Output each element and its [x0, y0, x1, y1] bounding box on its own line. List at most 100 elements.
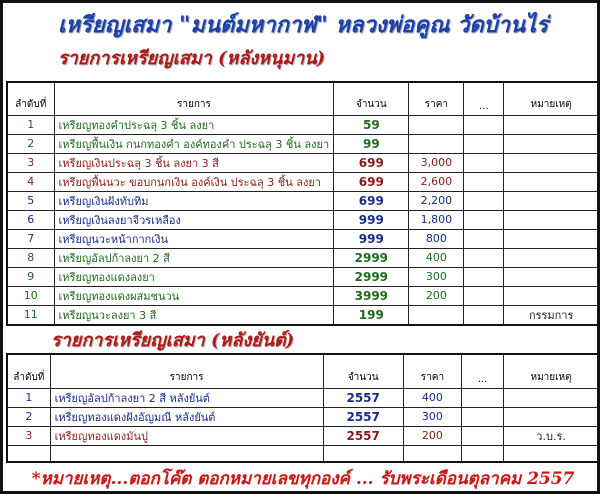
table-row: 8 เหรียญอัลปก้าลงยา 2 สี 2999 400	[6, 247, 600, 268]
cell-qty: 699	[333, 152, 410, 173]
header-col-item: รายการ	[49, 353, 324, 389]
cell-no: 1	[6, 114, 55, 135]
cell-item: เหรียญอัลปก้าลงยา 2 สี	[53, 247, 335, 268]
table-row: 4 เหรียญพื้นนวะ ขอบกนกเงิน องค์เงิน ประฉล…	[6, 171, 600, 192]
cell-no: 8	[6, 247, 55, 268]
cell-no: 11	[6, 304, 55, 325]
cell-price: 300	[408, 266, 465, 287]
header-col-note: หมายเหตุ	[503, 353, 600, 389]
cell-price: 300	[402, 406, 463, 427]
cell-qty: 2557	[322, 406, 404, 427]
cell-qty: 699	[333, 190, 410, 211]
cell-extra	[463, 114, 505, 135]
table-row: 1 เหรียญทองคำประฉลุ 3 ชิ้น ลงยา 59	[6, 114, 600, 135]
cell-qty: 2999	[333, 247, 410, 268]
cell-price: 200	[402, 425, 463, 446]
cell-qty: 2557	[322, 387, 404, 408]
cell-item: เหรียญทองแดงลงยา	[53, 266, 335, 287]
cell-qty: 699	[333, 171, 410, 192]
cell-qty: 2999	[333, 266, 410, 287]
cell-extra	[463, 152, 505, 173]
cell-qty: 199	[333, 304, 410, 325]
header-col-note: หมายเหตุ	[503, 81, 600, 116]
cell-price	[408, 304, 465, 325]
cell-no: 4	[6, 171, 55, 192]
cell-note	[503, 406, 600, 427]
section1-heading: รายการเหรียญเสมา (หลังหนุมาน)	[58, 48, 326, 69]
page-title: เหรียญเสมา "มนต์มหากาฬ" หลวงพ่อคูณ วัดบ้…	[58, 12, 548, 38]
cell-no: 5	[6, 190, 55, 211]
cell-note	[503, 228, 600, 249]
cell-no: 3	[6, 152, 55, 173]
cell-qty: 3999	[333, 285, 410, 306]
cell-no: 10	[6, 285, 55, 306]
cell-extra	[461, 406, 505, 427]
cell-extra	[463, 247, 505, 268]
table-row: 10 เหรียญทองแดงผสมชนวน 3999 200	[6, 285, 600, 306]
cell-note	[503, 152, 600, 173]
table-row: 2 เหรียญพื้นเงิน กนกทองคำ องค์ทองคำ ประฉล…	[6, 133, 600, 154]
cell-price: 1,800	[408, 209, 465, 230]
cell-item: เหรียญทองแดงฝังอัญมณี หลังยันต์	[49, 406, 324, 427]
cell-item: เหรียญนวะหน้ากากเงิน	[53, 228, 335, 249]
cell-note	[503, 133, 600, 154]
header-col-price: ราคา	[408, 81, 465, 116]
cell-item: เหรียญนวะลงยา 3 สี	[53, 304, 335, 325]
cell-qty: 2557	[322, 425, 404, 446]
header-col-qty: จำนวน	[322, 353, 404, 389]
header-col-extra: ...	[463, 81, 505, 116]
cell-item: เหรียญทองแดงผสมชนวน	[53, 285, 335, 306]
header-row: ลำดับที่ รายการ จำนวน ราคา... หมายเหตุ	[6, 353, 600, 389]
cell-qty: 999	[333, 228, 410, 249]
cell-item: เหรียญอัลปก้าลงยา 2 สี หลังยันต์	[49, 387, 324, 408]
section1-table: ลำดับที่ รายการ จำนวน ราคา... หมายเหตุ 1 เหรีย…	[6, 81, 600, 326]
cell-no: 6	[6, 209, 55, 230]
section2-heading: รายการเหรียญเสมา (หลังยันต์)	[51, 330, 295, 351]
cell-note	[503, 209, 600, 230]
cell-note: กรรมการ	[503, 304, 600, 325]
cell-item: เหรียญเงินลงยาจีวรเหลือง	[53, 209, 335, 230]
header-col-no: ลำดับที่	[6, 353, 51, 389]
cell-qty: 999	[333, 209, 410, 230]
table-row	[6, 444, 600, 463]
cell-extra	[463, 190, 505, 211]
cell-price: 3,000	[408, 152, 465, 173]
footer-note: *หมายเหตุ...ตอกโค๊ต ตอกหมายเลขทุกองค์ ..…	[31, 469, 575, 489]
table-row: 6 เหรียญเงินลงยาจีวรเหลือง 999 1,800	[6, 209, 600, 230]
cell-price: 400	[408, 247, 465, 268]
cell-no: 1	[6, 387, 51, 408]
cell-qty	[322, 444, 404, 463]
cell-note	[503, 387, 600, 408]
cell-note	[503, 285, 600, 306]
header-col-price: ราคา	[402, 353, 463, 389]
cell-extra	[463, 285, 505, 306]
cell-price	[402, 444, 463, 463]
table-row: 11 เหรียญนวะลงยา 3 สี 199 กรรมการ	[6, 304, 600, 325]
cell-no: 2	[6, 406, 51, 427]
cell-note: ว.บ.ร.	[503, 425, 600, 446]
cell-item	[49, 444, 324, 463]
cell-item: เหรียญพื้นเงิน กนกทองคำ องค์ทองคำ ประฉลุ…	[53, 133, 335, 154]
table-row: 7 เหรียญนวะหน้ากากเงิน 999 800	[6, 228, 600, 249]
cell-price	[408, 133, 465, 154]
table-row: 2 เหรียญทองแดงฝังอัญมณี หลังยันต์ 2557 300	[6, 406, 600, 427]
cell-qty: 59	[333, 114, 410, 135]
cell-extra	[463, 171, 505, 192]
cell-price: 2,600	[408, 171, 465, 192]
table-row: 9 เหรียญทองแดงลงยา 2999 300	[6, 266, 600, 287]
cell-price	[408, 114, 465, 135]
cell-extra	[463, 228, 505, 249]
cell-no: 9	[6, 266, 55, 287]
cell-item: เหรียญเงินประฉลุ 3 ชิ้น ลงยา 3 สี	[53, 152, 335, 173]
header-col-qty: จำนวน	[333, 81, 410, 116]
cell-price: 2,200	[408, 190, 465, 211]
cell-note	[503, 190, 600, 211]
cell-note	[503, 247, 600, 268]
cell-extra	[463, 209, 505, 230]
table-row: 3 เหรียญเงินประฉลุ 3 ชิ้น ลงยา 3 สี 699 3,0…	[6, 152, 600, 173]
section2-table: ลำดับที่ รายการ จำนวน ราคา... หมายเหตุ 1 เหรีย…	[6, 353, 600, 463]
cell-qty: 99	[333, 133, 410, 154]
cell-extra	[463, 266, 505, 287]
cell-item: เหรียญทองแดงมันปู	[49, 425, 324, 446]
